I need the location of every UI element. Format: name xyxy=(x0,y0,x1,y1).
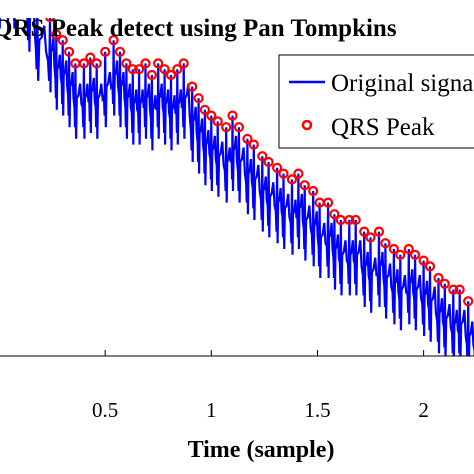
qrs-peak-marker xyxy=(248,139,259,150)
qrs-peak-marker xyxy=(308,185,319,197)
qrs-peak-marker xyxy=(91,58,102,69)
legend: Original signal QRS Peak xyxy=(278,54,474,149)
qrs-peak-marker xyxy=(127,64,138,75)
qrs-peak-marker xyxy=(439,278,450,289)
qrs-peak-marker xyxy=(85,52,96,63)
qrs-peak-marker xyxy=(395,249,406,260)
qrs-peak-marker xyxy=(272,162,283,173)
qrs-peak-marker xyxy=(359,226,370,237)
qrs-peak-marker xyxy=(380,238,391,249)
qrs-peak-marker xyxy=(263,156,274,168)
qrs-peak-marker xyxy=(424,261,436,272)
qrs-peak-marker xyxy=(78,58,90,69)
qrs-peak-marker xyxy=(108,35,119,46)
qrs-peak-marker xyxy=(187,81,198,92)
qrs-peak-marker xyxy=(100,46,111,57)
qrs-peak-marker xyxy=(278,168,289,179)
qrs-peak-marker xyxy=(257,151,268,162)
qrs-peak-marker xyxy=(178,58,189,69)
qrs-peak-marker xyxy=(463,296,474,307)
x-tick-group: 0.5 1 1.5 2 xyxy=(92,350,429,422)
qrs-peak-marker xyxy=(242,133,253,144)
qrs-peak-marker xyxy=(299,180,310,191)
qrs-peak-marker xyxy=(45,18,55,23)
x-tick-label: 1.5 xyxy=(304,398,330,422)
qrs-peak-marker xyxy=(293,168,304,179)
x-tick-label: 2 xyxy=(418,398,429,422)
qrs-peak-marker xyxy=(159,64,170,75)
qrs-peak-marker xyxy=(199,104,210,115)
legend-marker-swatch xyxy=(301,119,313,131)
qrs-peak-marker xyxy=(448,284,459,295)
qrs-peak-marker xyxy=(329,209,340,220)
qrs-peak-marker xyxy=(410,249,421,260)
chart-title: QRS Peak detect using Pan Tompkins xyxy=(0,15,397,42)
qrs-peak-marker xyxy=(121,58,132,69)
x-tick-label: 1 xyxy=(206,398,217,422)
original-signal-line xyxy=(0,18,474,356)
qrs-peak-marker xyxy=(140,58,151,69)
qrs-peak-marker xyxy=(418,255,429,266)
legend-label-qrs: QRS Peak xyxy=(331,114,435,141)
qrs-peak-marker xyxy=(172,64,183,75)
qrs-peak-marker xyxy=(221,122,232,133)
qrs-peak-marker xyxy=(57,35,68,46)
x-tick-label: 0.5 xyxy=(92,398,118,422)
qrs-peak-marker xyxy=(344,214,355,226)
qrs-peak-marker xyxy=(388,243,399,255)
qrs-peak-marker xyxy=(227,110,238,121)
qrs-peak-marker xyxy=(373,226,385,237)
qrs-peak-marker xyxy=(193,93,204,104)
qrs-peak-marker xyxy=(233,122,244,133)
qrs-peak-marker xyxy=(146,69,157,81)
plot-area xyxy=(0,1,474,356)
qrs-peak-marker xyxy=(403,243,414,255)
qrs-peak-marker xyxy=(286,174,298,185)
qrs-peak-marker xyxy=(33,1,41,9)
x-axis-label: Time (sample) xyxy=(188,437,335,463)
qrs-peak-marker xyxy=(63,46,75,57)
legend-box xyxy=(278,54,474,149)
qrs-peak-marker xyxy=(454,284,465,295)
qrs-peak-marker xyxy=(365,232,376,243)
legend-label-original: Original signal xyxy=(331,70,474,97)
qrs-peak-marker xyxy=(433,272,444,284)
qrs-peak-marker xyxy=(114,46,126,57)
qrs-peak-marker xyxy=(165,69,177,81)
qrs-peak-marker xyxy=(350,214,361,226)
qrs-peak-marker xyxy=(212,116,223,127)
qrs-peak-marker xyxy=(323,197,334,208)
qrs-peak-marker xyxy=(153,58,164,69)
qrs-peak-marker xyxy=(134,64,145,75)
qrs-peak-marker xyxy=(51,29,62,40)
qrs-peak-marker xyxy=(206,110,217,121)
